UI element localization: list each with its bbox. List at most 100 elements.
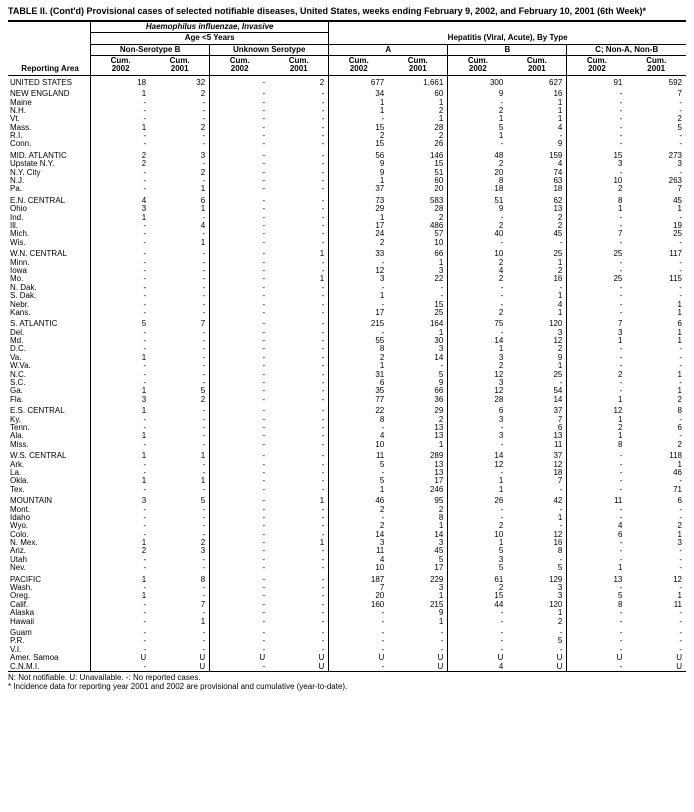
data-cell: - bbox=[150, 531, 210, 539]
area-cell: MID. ATLANTIC bbox=[8, 149, 91, 160]
data-cell: - bbox=[269, 609, 329, 617]
data-cell: - bbox=[269, 432, 329, 440]
data-cell: 6 bbox=[507, 424, 567, 432]
col-c02: Cum.2002 bbox=[210, 55, 270, 75]
data-cell: - bbox=[91, 416, 151, 424]
data-cell: U bbox=[626, 663, 686, 672]
data-cell: 74 bbox=[507, 169, 567, 177]
data-cell: - bbox=[91, 626, 151, 637]
area-cell: W.N. CENTRAL bbox=[8, 247, 91, 258]
data-cell: 2 bbox=[448, 584, 508, 592]
hdr-hepa: A bbox=[329, 44, 448, 55]
data-cell: 5 bbox=[150, 387, 210, 395]
data-cell: - bbox=[91, 247, 151, 258]
data-cell: - bbox=[269, 371, 329, 379]
data-cell: 37 bbox=[507, 449, 567, 460]
data-cell: - bbox=[329, 514, 389, 522]
area-cell: Va. bbox=[8, 354, 91, 362]
data-cell: - bbox=[91, 107, 151, 115]
data-cell: 1 bbox=[91, 404, 151, 415]
data-cell: 1 bbox=[388, 592, 448, 600]
data-cell: - bbox=[269, 637, 329, 645]
data-cell: - bbox=[91, 309, 151, 317]
data-cell: - bbox=[210, 140, 270, 148]
data-cell: 12 bbox=[507, 531, 567, 539]
data-cell: 25 bbox=[507, 371, 567, 379]
data-cell: - bbox=[150, 584, 210, 592]
area-cell: Minn. bbox=[8, 259, 91, 267]
data-cell: - bbox=[269, 214, 329, 222]
data-cell: - bbox=[626, 609, 686, 617]
data-cell: 1 bbox=[567, 337, 627, 345]
data-cell: 3 bbox=[448, 556, 508, 564]
data-cell: - bbox=[91, 469, 151, 477]
data-cell: 2 bbox=[567, 371, 627, 379]
data-cell: 63 bbox=[507, 177, 567, 185]
area-cell: MOUNTAIN bbox=[8, 494, 91, 505]
data-cell: 28 bbox=[388, 124, 448, 132]
data-cell: 1 bbox=[269, 539, 329, 547]
data-cell: - bbox=[210, 259, 270, 267]
data-cell: - bbox=[210, 441, 270, 449]
data-cell: - bbox=[210, 486, 270, 494]
data-cell: - bbox=[269, 626, 329, 637]
data-cell: - bbox=[567, 469, 627, 477]
table-row: W.N. CENTRAL---13366102525117 bbox=[8, 247, 686, 258]
data-cell: - bbox=[567, 514, 627, 522]
data-cell: 1 bbox=[626, 461, 686, 469]
col-c02: Cum.2002 bbox=[567, 55, 627, 75]
area-cell: E.S. CENTRAL bbox=[8, 404, 91, 415]
data-cell: 34 bbox=[329, 87, 389, 98]
data-cell: 4 bbox=[91, 194, 151, 205]
data-cell: - bbox=[91, 531, 151, 539]
data-cell: 2 bbox=[626, 441, 686, 449]
data-cell: 1 bbox=[626, 531, 686, 539]
data-cell: - bbox=[210, 416, 270, 424]
data-cell: - bbox=[210, 371, 270, 379]
data-cell: 6 bbox=[626, 494, 686, 505]
data-cell: - bbox=[210, 494, 270, 505]
area-cell: NEW ENGLAND bbox=[8, 87, 91, 98]
area-cell: Ariz. bbox=[8, 547, 91, 555]
data-cell: - bbox=[269, 646, 329, 654]
data-cell: - bbox=[210, 379, 270, 387]
data-cell: 2 bbox=[388, 107, 448, 115]
data-cell: - bbox=[150, 160, 210, 168]
data-cell: 1 bbox=[150, 239, 210, 247]
data-cell: 1 bbox=[388, 259, 448, 267]
data-cell: 5 bbox=[91, 317, 151, 328]
data-cell: 3 bbox=[150, 547, 210, 555]
data-cell: 120 bbox=[507, 317, 567, 328]
data-cell: - bbox=[567, 506, 627, 514]
data-cell: - bbox=[210, 132, 270, 140]
data-cell: - bbox=[150, 379, 210, 387]
data-cell: 16 bbox=[507, 87, 567, 98]
data-cell: - bbox=[388, 626, 448, 637]
data-cell: - bbox=[150, 177, 210, 185]
area-cell: Ky. bbox=[8, 416, 91, 424]
data-cell: 10 bbox=[388, 239, 448, 247]
data-cell: 1 bbox=[91, 477, 151, 485]
data-cell: - bbox=[567, 477, 627, 485]
col-c01: Cum.2001 bbox=[269, 55, 329, 75]
data-cell: - bbox=[269, 177, 329, 185]
data-cell: - bbox=[329, 284, 389, 292]
data-cell: 2 bbox=[388, 214, 448, 222]
data-cell: - bbox=[210, 424, 270, 432]
data-cell: 5 bbox=[448, 124, 508, 132]
data-cell: 10 bbox=[567, 177, 627, 185]
col-header-row: Cum.2002 Cum.2001 Cum.2002 Cum.2001 Cum.… bbox=[8, 55, 686, 75]
data-cell: 7 bbox=[626, 87, 686, 98]
data-cell: 17 bbox=[329, 222, 389, 230]
data-cell: 6 bbox=[448, 404, 508, 415]
data-cell: - bbox=[210, 626, 270, 637]
data-cell: - bbox=[91, 230, 151, 238]
data-cell: - bbox=[329, 663, 389, 672]
data-cell: 13 bbox=[567, 573, 627, 584]
data-cell: - bbox=[210, 556, 270, 564]
data-cell: - bbox=[91, 522, 151, 530]
data-cell: - bbox=[269, 309, 329, 317]
data-cell: 9 bbox=[448, 87, 508, 98]
data-cell: 7 bbox=[507, 416, 567, 424]
data-cell: - bbox=[567, 309, 627, 317]
